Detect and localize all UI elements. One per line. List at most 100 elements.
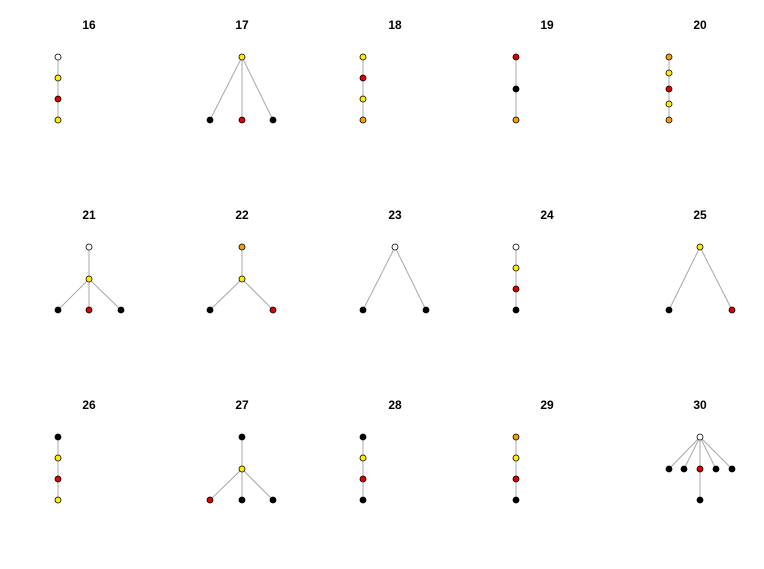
graph-edge <box>699 246 733 311</box>
panel-21: 21 <box>54 208 125 314</box>
graph-node <box>238 243 246 251</box>
graph-node <box>512 433 520 441</box>
graph-node <box>665 116 673 124</box>
graph-node <box>359 74 367 82</box>
panel-25: 25 <box>665 208 736 314</box>
graph-node <box>512 496 520 504</box>
graph-node <box>117 306 125 314</box>
graph-node <box>728 465 736 473</box>
graph-node <box>359 116 367 124</box>
panel-title: 23 <box>388 208 402 222</box>
graph-node <box>359 454 367 462</box>
graph-edge <box>209 278 243 311</box>
graph-node <box>85 243 93 251</box>
panel-19: 19 <box>512 18 554 124</box>
graph-node <box>54 116 62 124</box>
graph-node <box>422 306 430 314</box>
panel-title: 30 <box>693 398 707 412</box>
graph-node <box>54 454 62 462</box>
graph-node <box>54 53 62 61</box>
panel-24: 24 <box>512 208 554 314</box>
panel-23: 23 <box>359 208 430 314</box>
graph-node <box>512 454 520 462</box>
graph-node <box>359 95 367 103</box>
graph-node <box>359 53 367 61</box>
graph-node <box>512 285 520 293</box>
panel-title: 25 <box>693 208 707 222</box>
graph-node <box>512 306 520 314</box>
panel-title: 17 <box>235 18 249 32</box>
graph-node <box>712 465 720 473</box>
graph-edge <box>241 468 274 501</box>
panel-22: 22 <box>206 208 277 314</box>
graph-edge <box>362 246 396 311</box>
graph-node <box>512 264 520 272</box>
graph-node <box>85 275 93 283</box>
panel-20: 20 <box>665 18 707 124</box>
graph-edge <box>209 468 243 501</box>
panel-title: 20 <box>693 18 707 32</box>
graph-node <box>238 496 246 504</box>
graph-node <box>238 53 246 61</box>
graph-node <box>665 53 673 61</box>
graph-edge <box>668 436 701 470</box>
graph-node <box>665 306 673 314</box>
graph-node <box>359 496 367 504</box>
graph-node <box>54 74 62 82</box>
graph-node <box>696 465 704 473</box>
graph-node <box>512 243 520 251</box>
graph-node <box>54 496 62 504</box>
panel-27: 27 <box>206 398 277 504</box>
graph-edge <box>209 56 243 121</box>
graph-node <box>391 243 399 251</box>
panel-18: 18 <box>359 18 402 124</box>
panel-title: 19 <box>540 18 554 32</box>
graph-node <box>359 306 367 314</box>
graph-edge <box>241 56 274 121</box>
graph-node <box>269 496 277 504</box>
graph-node <box>512 85 520 93</box>
graph-node <box>728 306 736 314</box>
graph-node <box>54 433 62 441</box>
panel-title: 22 <box>235 208 249 222</box>
panel-title: 24 <box>540 208 554 222</box>
graph-node <box>665 465 673 473</box>
graph-node <box>359 433 367 441</box>
graph-node <box>269 116 277 124</box>
graph-edge <box>683 436 701 470</box>
graph-node <box>206 116 214 124</box>
panel-30: 30 <box>665 398 736 504</box>
graph-node <box>696 243 704 251</box>
graph-edge <box>241 278 274 311</box>
graph-node <box>665 85 673 93</box>
graph-edge <box>394 246 427 311</box>
graph-node <box>54 95 62 103</box>
graph-edge <box>699 436 733 470</box>
panel-title: 26 <box>82 398 96 412</box>
graph-node <box>238 465 246 473</box>
panel-title: 21 <box>82 208 96 222</box>
graph-node <box>85 306 93 314</box>
panel-29: 29 <box>512 398 554 504</box>
graph-node <box>206 496 214 504</box>
graph-node <box>54 475 62 483</box>
panel-title: 18 <box>388 18 402 32</box>
graph-node <box>665 100 673 108</box>
panel-title: 28 <box>388 398 402 412</box>
graph-node <box>238 116 246 124</box>
panel-26: 26 <box>54 398 96 504</box>
graph-node <box>512 53 520 61</box>
panel-title: 29 <box>540 398 554 412</box>
graph-node <box>665 69 673 77</box>
panel-title: 16 <box>82 18 96 32</box>
panel-title: 27 <box>235 398 249 412</box>
graph-node <box>206 306 214 314</box>
graph-node <box>680 465 688 473</box>
graph-node <box>359 475 367 483</box>
graph-edge <box>57 278 90 311</box>
graph-edge <box>668 246 701 311</box>
graph-edge <box>699 436 717 470</box>
panel-16: 16 <box>54 18 96 124</box>
graph-node <box>238 433 246 441</box>
